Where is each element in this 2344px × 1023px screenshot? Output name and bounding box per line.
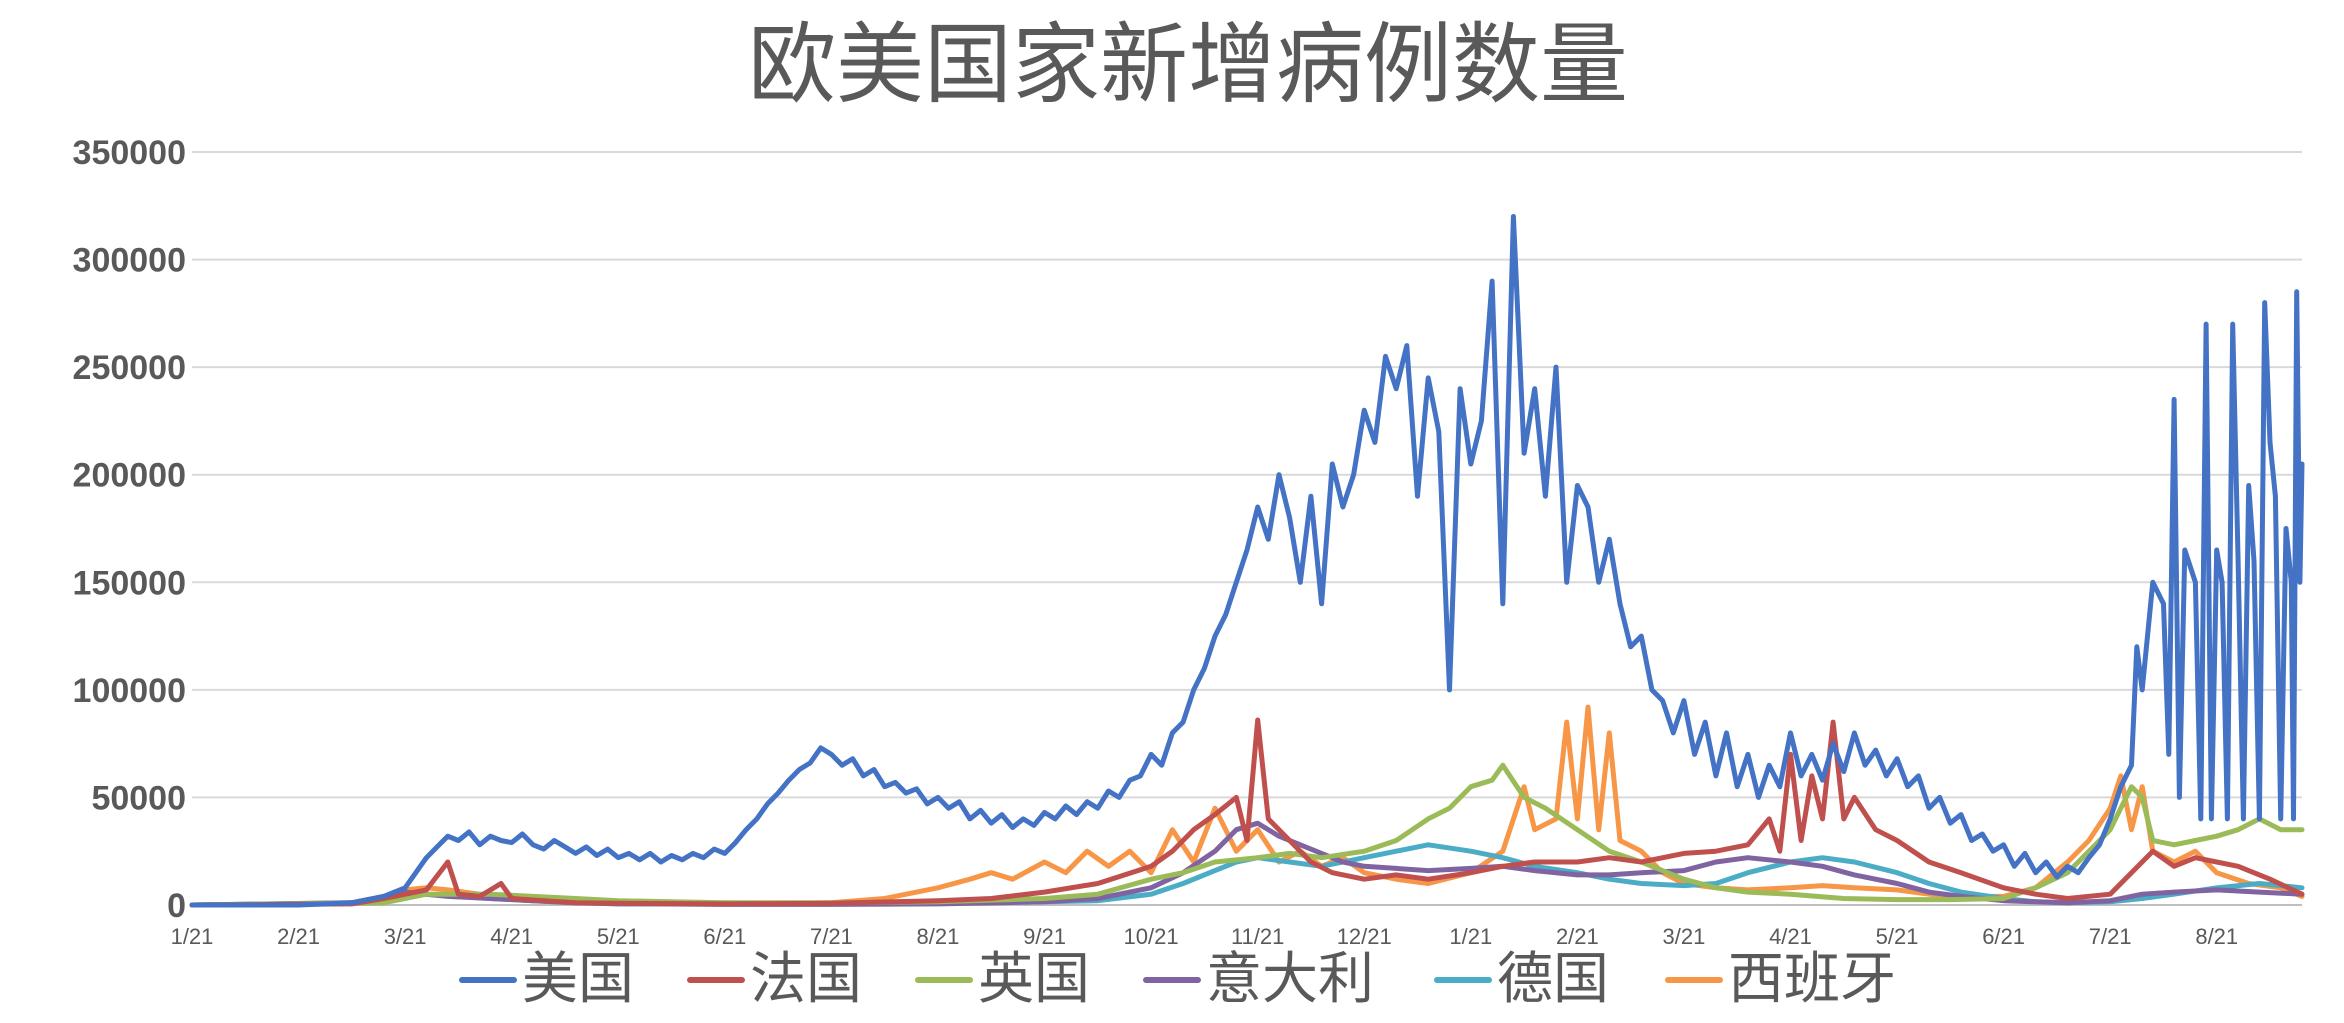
x-tick-label: 2/21 [1556, 924, 1599, 949]
legend-label: 法国 [750, 947, 862, 1012]
x-tick-label: 5/21 [597, 924, 640, 949]
x-tick-label: 6/21 [703, 924, 746, 949]
legend-label: 西班牙 [1728, 947, 1896, 1012]
x-tick-label: 7/21 [810, 924, 853, 949]
legend-label: 德国 [1497, 947, 1609, 1012]
x-tick-label: 4/21 [490, 924, 533, 949]
y-axis-ticks: 0 50000 100000 150000 200000 250000 300000 3500… [73, 134, 186, 925]
x-tick-label: 7/21 [2089, 924, 2132, 949]
x-tick-label: 3/21 [384, 924, 427, 949]
x-tick-label: 6/21 [1982, 924, 2025, 949]
x-axis-ticks: 1/21 2/21 3/21 4/21 5/21 6/21 7/21 8/21 9/21 10/2… [171, 924, 2239, 949]
legend-label: 美国 [522, 947, 634, 1012]
x-tick-label: 12/21 [1337, 924, 1392, 949]
x-tick-label: 3/21 [1663, 924, 1706, 949]
y-tick-label: 100000 [73, 672, 186, 710]
x-tick-label: 11/21 [1231, 924, 1284, 949]
x-tick-label: 8/21 [2195, 924, 2238, 949]
y-tick-label: 0 [167, 887, 186, 925]
series-line-1 [189, 717, 2305, 908]
gridlines [192, 151, 2302, 906]
series-line-5 [189, 704, 2305, 908]
x-tick-label: 5/21 [1876, 924, 1919, 949]
y-tick-label: 250000 [73, 349, 186, 387]
legend-label: 意大利 [1206, 947, 1374, 1012]
y-tick-label: 50000 [91, 779, 186, 817]
y-tick-label: 300000 [73, 242, 186, 280]
series-line-0 [189, 214, 2305, 908]
x-tick-label: 1/21 [1449, 924, 1492, 949]
x-tick-label: 2/21 [277, 924, 320, 949]
x-tick-label: 10/21 [1124, 924, 1179, 949]
series-lines [189, 214, 2305, 908]
chart-title: 欧美国家新增病例数量 [748, 13, 1628, 116]
x-tick-label: 1/21 [171, 924, 214, 949]
y-tick-label: 350000 [73, 134, 186, 172]
legend: 美国 法国 英国 意大利 德国 西班牙 [459, 947, 1896, 1012]
y-tick-label: 200000 [73, 457, 186, 495]
x-tick-label: 9/21 [1023, 924, 1066, 949]
x-tick-label: 8/21 [917, 924, 960, 949]
y-tick-label: 150000 [73, 564, 186, 602]
legend-label: 英国 [978, 947, 1090, 1012]
x-tick-label: 4/21 [1769, 924, 1812, 949]
